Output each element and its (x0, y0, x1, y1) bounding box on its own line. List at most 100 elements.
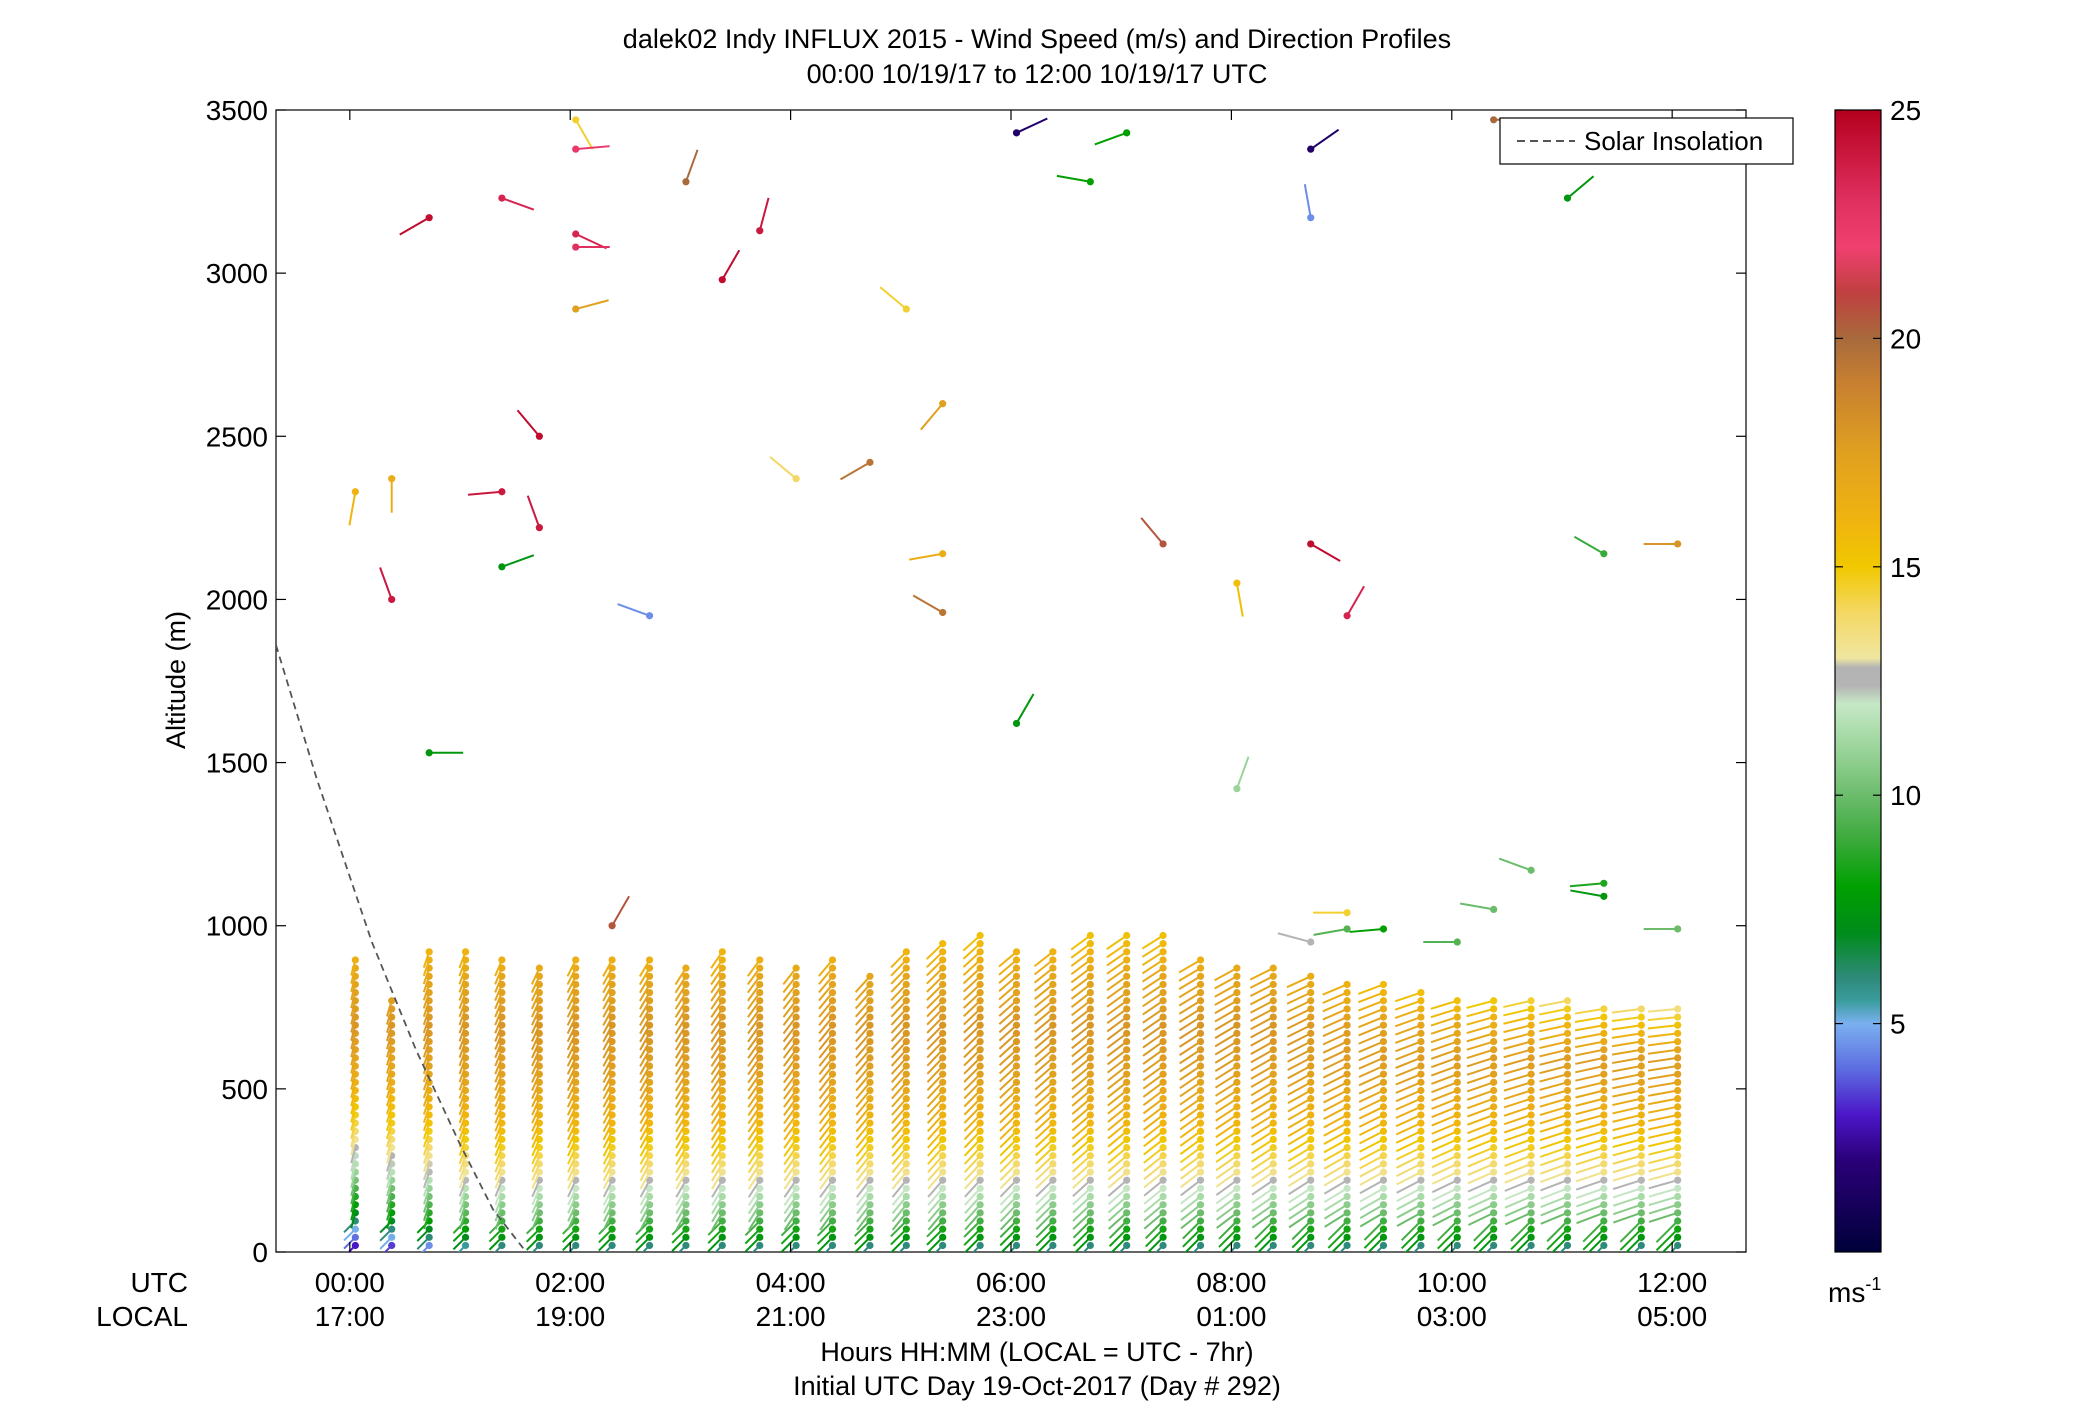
wind-barb-point (1123, 1103, 1131, 1111)
wind-barb-point (1527, 1160, 1535, 1168)
x-row-label-utc: UTC (130, 1267, 188, 1298)
wind-barb-point (1527, 1143, 1535, 1152)
wind-barb-point (1012, 1029, 1021, 1037)
wind-barb-point (718, 1143, 726, 1152)
wind-barb-point (1637, 1062, 1645, 1070)
wind-barb (999, 1119, 1021, 1140)
wind-barb (675, 1176, 690, 1198)
wind-barb (855, 1078, 874, 1100)
wind-barb-point (1343, 1111, 1351, 1119)
wind-barb-point (828, 1111, 837, 1119)
wind-barb-point (1600, 1217, 1608, 1225)
wind-barb-point (866, 1241, 874, 1250)
wind-barb (856, 1201, 874, 1223)
wind-barb (747, 1078, 764, 1100)
wind-barb (675, 1168, 690, 1190)
wind-barb-point (572, 1192, 580, 1201)
wind-barb-point (1159, 540, 1167, 548)
wind-barb-point (1343, 1021, 1351, 1029)
wind-barb (855, 1143, 874, 1165)
wind-barb-point (718, 1225, 726, 1233)
wind-barb-point (1600, 892, 1608, 900)
wind-barb-point (718, 1233, 726, 1241)
wind-barb-point (792, 1103, 800, 1111)
wind-barb (674, 989, 690, 1010)
wind-barb-point (902, 1192, 910, 1201)
wind-barb-point (866, 1217, 874, 1225)
wind-barb-point (1269, 997, 1277, 1005)
wind-barb-shaft (999, 1212, 1018, 1231)
wind-barb-point (425, 1241, 433, 1250)
wind-barb-point (939, 400, 947, 408)
wind-barb-point (1269, 1013, 1277, 1021)
wind-barb-shaft (926, 991, 944, 1010)
wind-barb-point (718, 1152, 726, 1160)
wind-barb-point (792, 1095, 800, 1103)
wind-barb-point (792, 1225, 800, 1233)
wind-barb-point (1600, 1054, 1608, 1062)
wind-barb-point (866, 1225, 874, 1233)
wind-barb-point (902, 980, 910, 989)
wind-barb (891, 1160, 910, 1182)
wind-barb-shaft (964, 1204, 981, 1223)
wind-barb-point (1123, 1070, 1131, 1078)
wind-barb-point (1453, 1111, 1461, 1119)
wind-barb (963, 1103, 984, 1124)
wind-barb-point (1049, 1152, 1057, 1160)
wind-barb-point (1490, 1013, 1498, 1021)
wind-barb-point (1490, 905, 1498, 914)
wind-barb-shaft (934, 1244, 944, 1252)
wind-barb-point (1417, 1127, 1425, 1135)
wind-barb (452, 1225, 470, 1243)
wind-barb-point (1637, 1037, 1645, 1046)
wind-barb (748, 1201, 764, 1223)
wind-barb (816, 1225, 837, 1245)
wind-barb (782, 1021, 800, 1043)
wind-barb-point (461, 1233, 470, 1241)
wind-barb-point (645, 1021, 654, 1029)
wind-barb-point (1490, 1078, 1498, 1086)
wind-barb (998, 1046, 1021, 1066)
wind-barb-shaft (926, 1220, 944, 1238)
wind-barb-shaft (891, 1187, 908, 1206)
wind-barb-point (1379, 1241, 1388, 1250)
wind-barb-point (902, 1037, 910, 1046)
wind-barb-point (1379, 1233, 1388, 1241)
wind-barb (746, 972, 764, 994)
wind-barb-shaft (963, 1032, 981, 1050)
wind-barb-point (1269, 1225, 1277, 1233)
wind-barb-point (939, 1184, 947, 1192)
wind-barb-point (1637, 1127, 1645, 1135)
wind-barb-point (1012, 997, 1021, 1005)
wind-barb-point (1343, 980, 1351, 989)
wind-barb-point (1637, 1070, 1645, 1078)
wind-barb (926, 1054, 947, 1075)
wind-barb-point (1123, 1160, 1131, 1168)
wind-barb-point (1674, 1029, 1682, 1037)
wind-barb-point (1196, 1037, 1205, 1046)
wind-barb-point (1159, 1233, 1167, 1241)
wind-barb (963, 1127, 984, 1149)
wind-barb-point (1086, 1217, 1094, 1225)
wind-barb-point (608, 1176, 616, 1184)
x-tick-label-local: 21:00 (756, 1301, 826, 1332)
wind-barb-point (682, 1192, 690, 1201)
wind-barb-point (608, 1078, 616, 1086)
wind-barb-point (572, 1111, 580, 1119)
wind-barb-point (792, 1184, 800, 1192)
wind-barb-point (939, 1127, 947, 1135)
wind-barb-point (1049, 989, 1057, 997)
wind-barb (747, 1029, 764, 1051)
wind-barb-point (976, 1111, 984, 1119)
wind-barb-point (828, 1095, 837, 1103)
wind-barb-point (645, 1054, 654, 1062)
wind-barb (675, 1160, 690, 1182)
wind-barb (927, 1127, 947, 1149)
wind-barb-point (1417, 1070, 1425, 1078)
wind-barb-point (1086, 1241, 1094, 1250)
wind-barb-shaft (891, 1163, 908, 1182)
wind-barb-point (1674, 1054, 1682, 1062)
wind-barb (782, 1037, 800, 1059)
wind-barb-point (756, 1233, 764, 1241)
wind-barb-shaft (963, 1228, 981, 1246)
